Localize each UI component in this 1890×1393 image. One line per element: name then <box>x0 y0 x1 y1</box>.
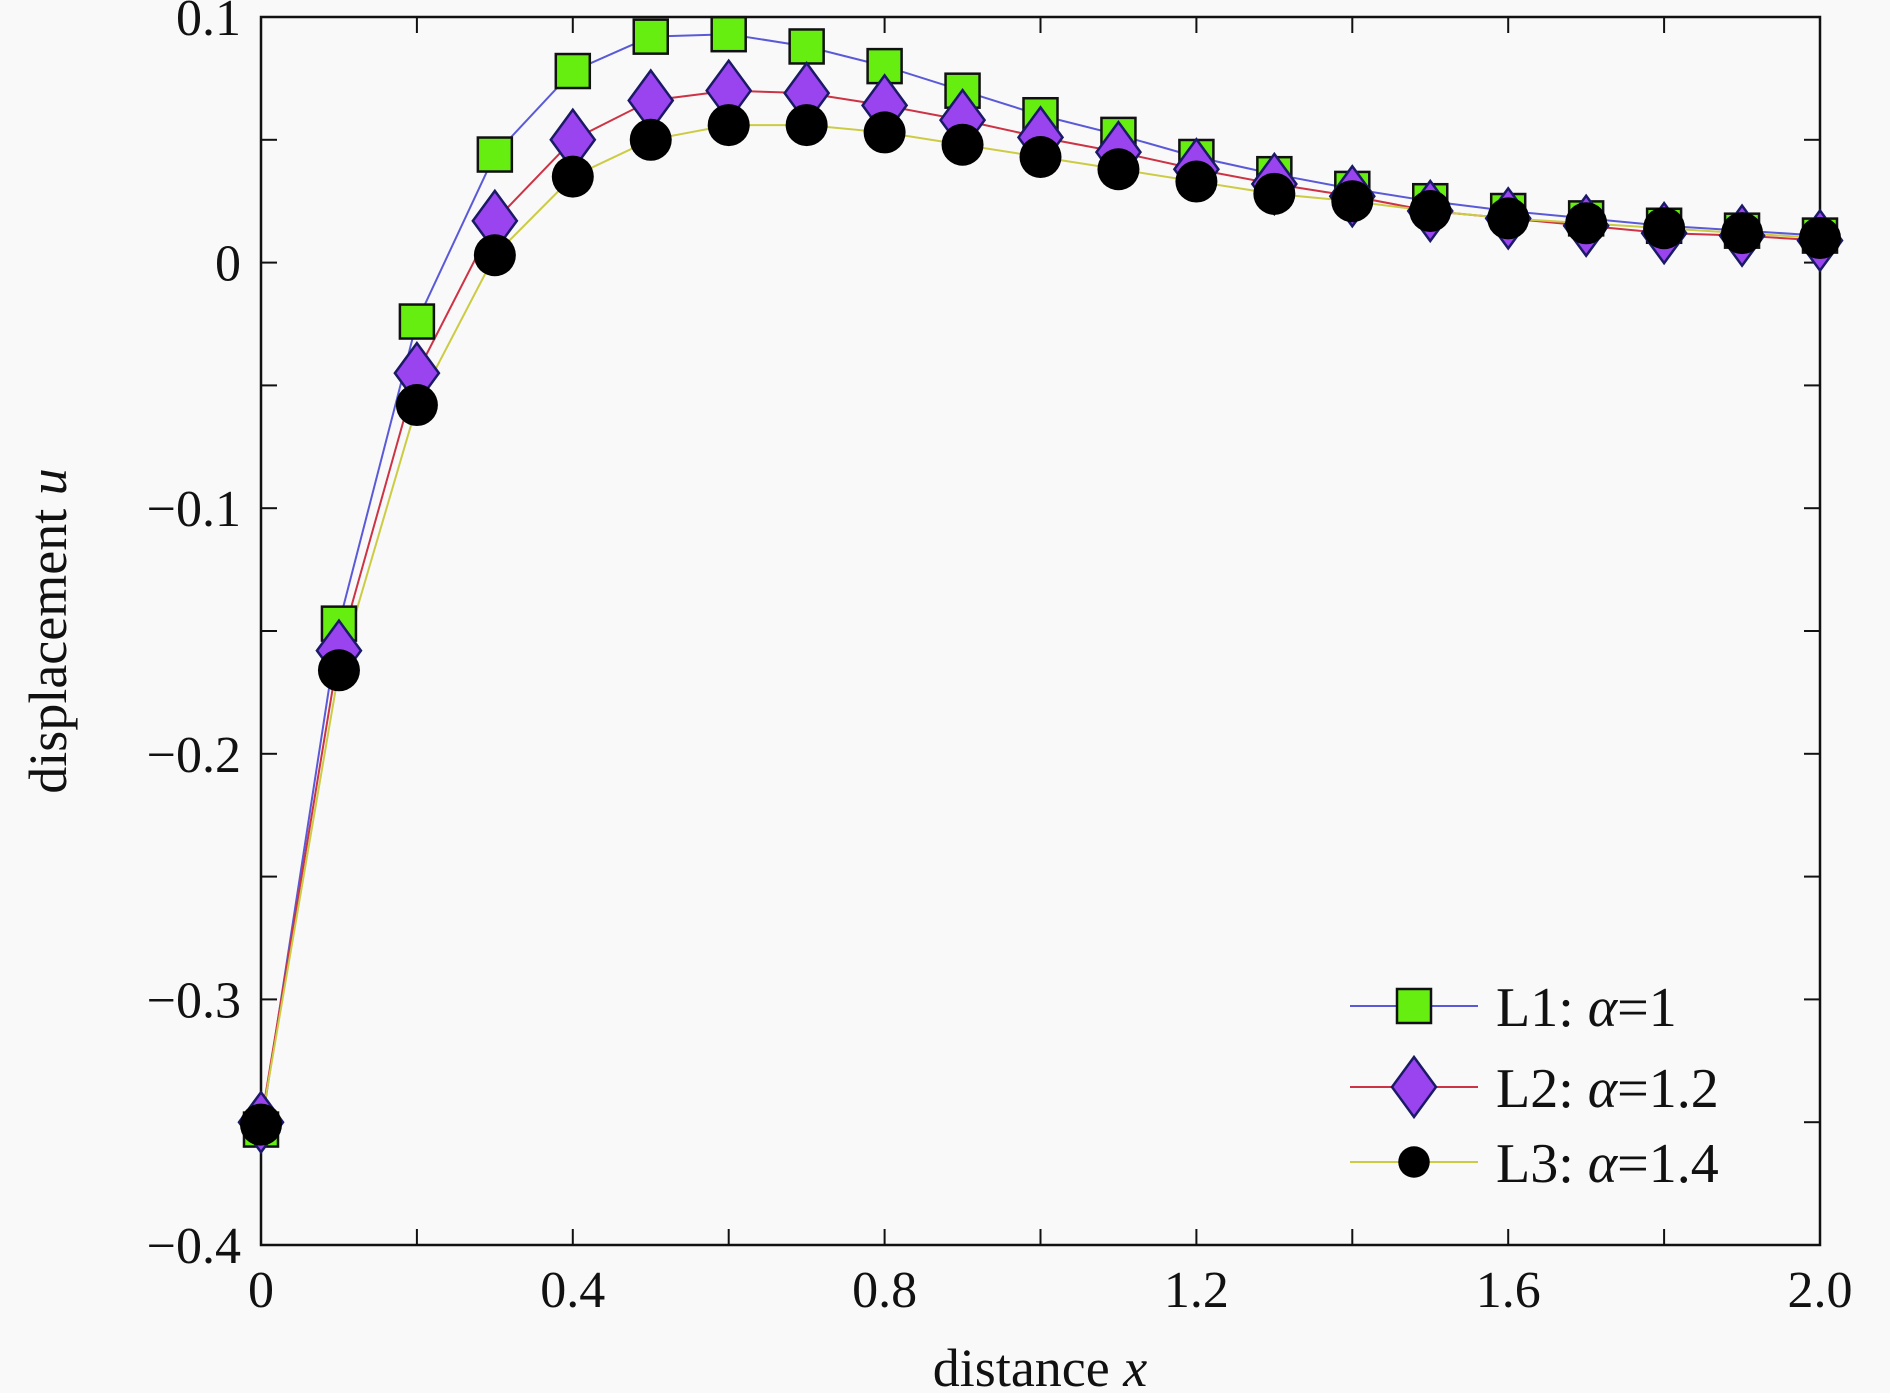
legend-marker-L2 <box>1390 1054 1438 1120</box>
data-point-L1 <box>788 28 825 65</box>
y-tick-label: 0 <box>215 236 241 293</box>
data-point-L3 <box>1409 190 1452 233</box>
data-point-L3 <box>1331 180 1374 223</box>
legend-label: L2: α=1.2 <box>1496 1058 1719 1120</box>
data-point-L3 <box>863 111 906 154</box>
data-point-L3 <box>629 118 672 161</box>
data-point-L3 <box>317 649 360 692</box>
legend-marker-L1 <box>1395 987 1433 1025</box>
data-point-L1 <box>632 18 669 55</box>
data-point-L3 <box>1175 160 1218 203</box>
x-tick-label: 0 <box>248 1262 274 1319</box>
legend: L1: α=1 L2: α=1.2 L3: α=1.4 <box>1350 977 1719 1195</box>
data-point-L3 <box>1799 217 1841 260</box>
x-tick-label: 0.4 <box>540 1262 605 1319</box>
data-point-L3 <box>395 384 438 427</box>
data-point-L3 <box>551 155 594 198</box>
data-point-L1 <box>554 52 592 90</box>
data-point-L1 <box>398 303 436 340</box>
x-axis-label: distance x <box>933 1338 1147 1388</box>
data-point-L3 <box>1253 172 1296 215</box>
y-tick-label: −0.4 <box>147 1218 241 1275</box>
y-tick-label: 0.1 <box>176 0 241 47</box>
data-point-L3 <box>707 104 750 147</box>
data-point-L3 <box>785 104 828 147</box>
data-point-L3 <box>1019 135 1062 178</box>
data-point-L3 <box>1487 197 1530 240</box>
x-tick-label: 2.0 <box>1788 1262 1853 1319</box>
legend-label: L1: α=1 <box>1496 977 1677 1039</box>
y-tick-label: −0.1 <box>147 481 241 538</box>
data-point-L3 <box>941 123 984 166</box>
data-point-L3 <box>240 1103 282 1146</box>
data-point-L3 <box>1721 212 1764 255</box>
x-tick-label: 1.6 <box>1476 1262 1541 1319</box>
y-tick-label: −0.2 <box>147 727 241 784</box>
y-axis-label: displacement u <box>18 468 78 793</box>
data-point-L1 <box>476 136 514 173</box>
data-point-L3 <box>1643 207 1686 250</box>
legend-marker-L3 <box>1398 1146 1430 1178</box>
legend-label: L3: α=1.4 <box>1496 1133 1719 1195</box>
data-point-L3 <box>1097 148 1140 191</box>
data-point-L3 <box>1565 202 1608 245</box>
data-point-L3 <box>473 234 516 277</box>
data-point-L1 <box>710 15 747 53</box>
x-tick-label: 1.2 <box>1164 1262 1229 1319</box>
x-tick-label: 0.8 <box>852 1262 917 1319</box>
y-tick-label: −0.3 <box>147 972 241 1029</box>
